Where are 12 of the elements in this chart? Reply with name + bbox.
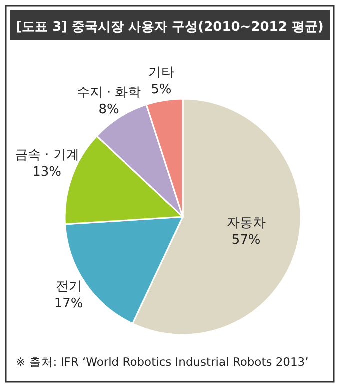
- data-label: 13%: [32, 165, 62, 180]
- slice-label: 기타: [148, 66, 174, 81]
- slice-label: 자동차: [226, 216, 266, 232]
- data-label: 57%: [232, 233, 261, 248]
- slice-label: 전기: [56, 280, 82, 295]
- data-label: 8%: [98, 102, 120, 118]
- text: ※ 출처: IFR ‘World Robotics Industrial Robots 2013’: [16, 355, 309, 369]
- data-label: 17%: [54, 296, 84, 312]
- chart-title: [도표 3] 중국시장 사용자 구성(2010~2012 평균): [16, 20, 324, 35]
- data-label: 5%: [151, 82, 172, 98]
- slice-label: 금속 · 기계: [14, 148, 80, 164]
- slice-label: 수지 · 화학: [76, 85, 142, 100]
